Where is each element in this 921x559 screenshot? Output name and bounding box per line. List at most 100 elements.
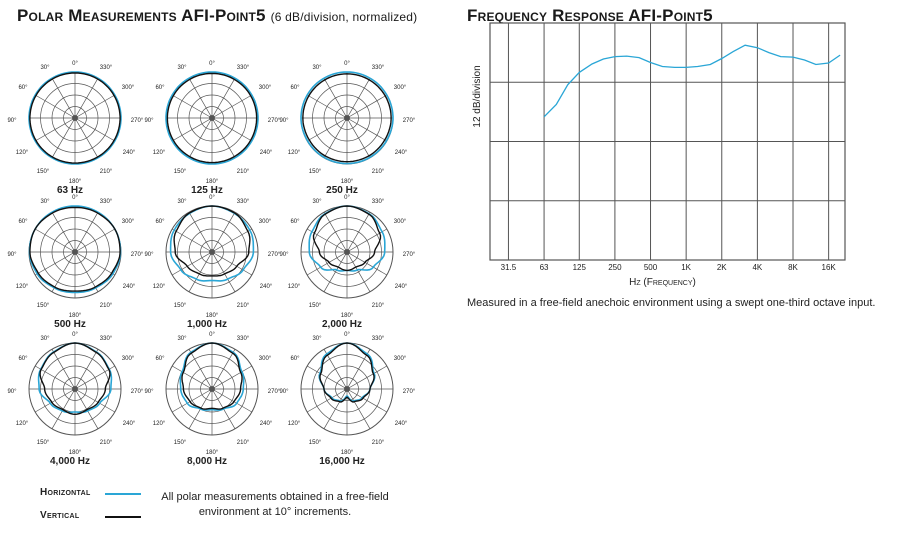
legend-vertical: Vertical [40,510,79,521]
polar-angle-label: 0° [72,332,78,338]
fr-x-tick-label: 125 [573,263,587,272]
polar-grid-spoke [346,117,388,142]
polar-grid-spoke [74,211,99,253]
polar-angle-label: 180° [341,450,354,456]
polar-angle-label: 60° [155,219,165,225]
polar-grid-spoke [211,251,236,293]
polar-frequency-label: 8,000 Hz [187,456,227,467]
polar-grid-spoke [306,117,348,142]
polar-subtitle: (6 dB/division, normalized) [270,10,418,24]
polar-grid-spoke [211,228,253,253]
polar-grid-spoke [346,211,371,253]
fr-response-line [543,44,841,118]
polar-grid-spoke [211,365,253,390]
legend-horizontal-label: Horizontal [40,487,91,498]
polar-grid-spoke [323,251,348,293]
polar-angle-label: 120° [16,150,29,156]
polar-angle-label: 240° [260,284,273,290]
polar-grid-spoke [306,388,348,413]
polar-grid-spoke [74,348,99,390]
polar-plot: 0° 30° 60° 90° 120° 150° 180° 210° 240° 270° 300° 3… [7,332,143,467]
polar-grid-spoke [34,94,76,119]
polar-angle-label: 210° [372,440,385,446]
polar-angle-label: 210° [237,440,250,446]
polar-grid-spoke [74,388,116,413]
polar-angle-label: 90° [7,252,17,258]
polar-horizontal-trace [28,71,122,165]
polar-angle-label: 300° [259,219,272,225]
polar-angle-label: 0° [72,61,78,67]
polar-grid-spoke [74,94,116,119]
polar-grid-spoke [323,211,348,253]
polar-plot: 0° 30° 60° 90° 120° 150° 180° 210° 240° 270° 300° 3… [279,195,415,330]
polar-angle-label: 60° [290,356,300,362]
polar-vertical-trace [173,205,251,277]
polar-grid-spoke [171,388,213,413]
polar-angle-label: 30° [312,199,322,205]
polar-angle-label: 90° [144,252,154,258]
polar-frequency-label: 2,000 Hz [322,319,362,330]
polar-grid-spoke [211,348,236,390]
polar-grid-spoke [51,348,76,390]
polar-angle-label: 150° [37,303,50,309]
polar-horizontal-trace [300,71,394,165]
polar-angle-label: 90° [7,118,17,124]
polar-angle-label: 30° [40,336,50,342]
polar-vertical-trace [312,205,382,272]
polar-grid-spoke [34,388,76,413]
polar-angle-label: 150° [37,440,50,446]
fr-x-tick-label: 1K [681,263,691,272]
fr-y-axis-label: 12 dB/division [472,65,483,127]
polar-grid-spoke [211,388,253,413]
polar-angle-label: 330° [100,65,113,71]
polar-angle-label: 180° [341,313,354,319]
polar-grid-spoke [323,388,348,430]
polar-grid-spoke [74,117,116,142]
polar-grid-spoke [306,365,348,390]
polar-grid-spoke [188,77,213,119]
polar-grid-spoke [346,251,371,293]
polar-angle-label: 150° [174,440,187,446]
polar-grid-spoke [346,94,388,119]
polar-grid-spoke [171,251,213,276]
polar-vertical-trace [181,342,243,410]
polar-angle-label: 90° [279,118,289,124]
polar-frequency-label: 500 Hz [54,319,86,330]
polar-frequency-label: 4,000 Hz [50,456,90,467]
polar-angle-label: 330° [100,336,113,342]
polar-angle-label: 330° [372,336,385,342]
polar-angle-label: 60° [290,219,300,225]
polar-angle-label: 330° [100,199,113,205]
polar-angle-label: 300° [259,356,272,362]
fr-x-tick-label: 31.5 [501,263,517,272]
polar-grid-spoke [34,251,76,276]
polar-horizontal-trace [165,71,259,165]
polar-grid-spoke [171,228,213,253]
polar-vertical-trace [166,72,258,164]
polar-angle-label: 330° [237,199,250,205]
polar-angle-label: 270° [131,389,144,395]
polar-angle-label: 120° [288,421,301,427]
polar-grid-spoke [171,117,213,142]
polar-grid-spoke [74,77,99,119]
polar-angle-label: 270° [131,118,144,124]
polar-angle-label: 210° [100,169,113,175]
fr-x-axis-label: Hz (Frequency) [629,277,696,288]
polar-plot: 0° 30° 60° 90° 120° 150° 180° 210° 240° 270° 300° 3… [144,332,280,467]
polar-angle-label: 0° [344,195,350,201]
polar-horizontal-trace [169,205,255,282]
polar-angle-label: 180° [69,179,82,185]
legend-vertical-label: Vertical [40,510,80,521]
fr-x-tick-label: 8K [788,263,798,272]
fr-x-tick-label: 250 [608,263,622,272]
polar-angle-label: 270° [268,389,281,395]
polar-angle-label: 0° [209,195,215,201]
polar-angle-label: 120° [153,284,166,290]
fr-x-tick-label: 500 [644,263,658,272]
polar-grid-spoke [34,117,76,142]
polar-grid-spoke [74,251,99,293]
polar-vertical-trace [29,206,121,292]
polar-angle-label: 240° [260,421,273,427]
frequency-response-caption: Measured in a free-field anechoic enviro… [467,297,876,309]
polar-angle-label: 120° [153,421,166,427]
